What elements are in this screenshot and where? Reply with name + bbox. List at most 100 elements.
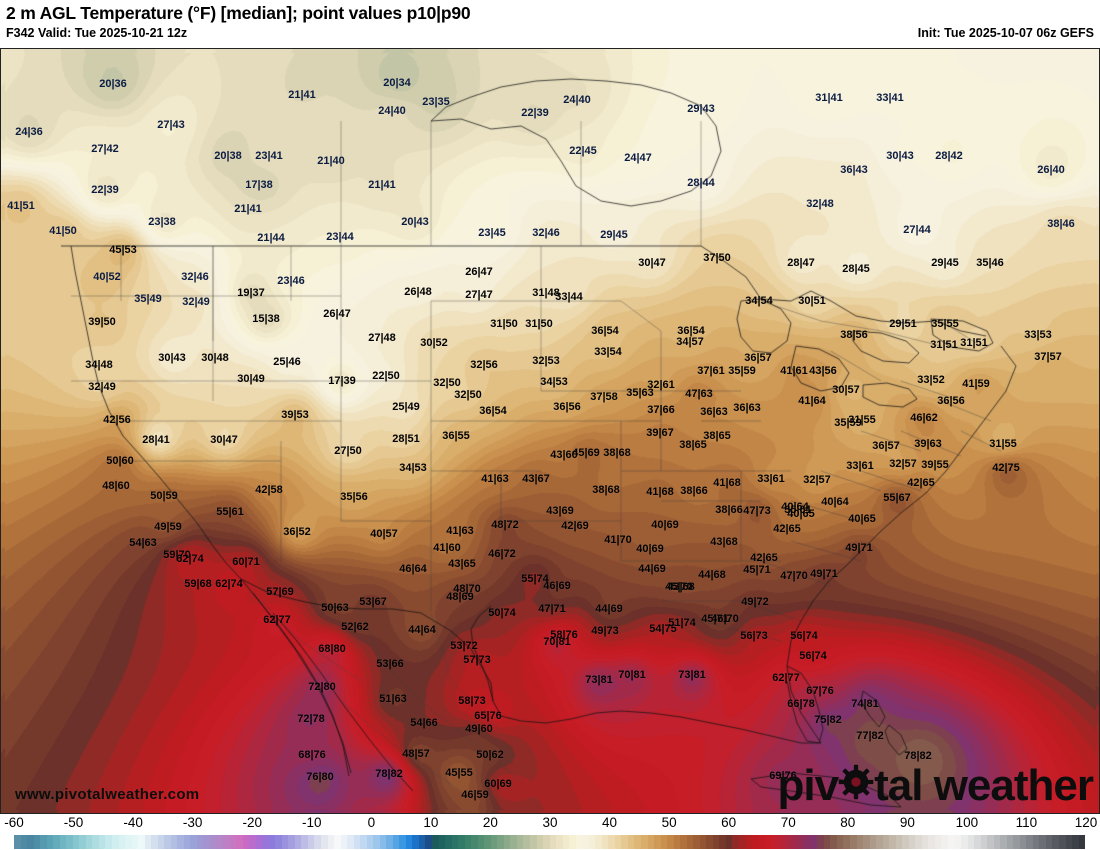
colorbar-cell (1072, 835, 1079, 849)
colorbar-cell (712, 835, 720, 849)
colorbar-cell (353, 835, 361, 849)
colorbar-cell (549, 835, 557, 849)
colorbar-cell (706, 835, 713, 849)
colorbar-cell (20, 835, 28, 849)
colorbar-cell (543, 835, 550, 849)
colorbar-cell (33, 835, 41, 849)
colorbar-cell (203, 835, 210, 849)
colorbar-cell (1013, 835, 1020, 849)
colorbar-cell (451, 835, 459, 849)
colorbar-cell (1045, 835, 1053, 849)
map-viewport[interactable]: 20|36 24|36 27|43 27|42 22|39 41|51 23|38 41|50… (0, 48, 1100, 814)
colorbar-cell (667, 835, 674, 849)
colorbar-cell (745, 835, 753, 849)
colorbar-cell (223, 835, 230, 849)
colorbar-cell (934, 835, 942, 849)
colorbar-cell (418, 835, 426, 849)
colorbar-cell (954, 835, 962, 849)
colorbar-cell (752, 835, 759, 849)
colorbar-cell (196, 835, 204, 849)
colorbar-cell (1026, 835, 1033, 849)
colorbar-cell (229, 835, 237, 849)
colorbar-cell (399, 835, 406, 849)
colorbar-tick-label: 60 (721, 815, 737, 830)
colorbar-cell (621, 835, 628, 849)
colorbar-cell (980, 835, 988, 849)
colorbar-cell (510, 835, 517, 849)
colorbar-tick-label: 80 (840, 815, 856, 830)
colorbar-cell (464, 835, 472, 849)
colorbar-cell (497, 835, 504, 849)
colorbar-cell (699, 835, 707, 849)
colorbar-tick-label: -40 (123, 815, 143, 830)
colorbar-cell (641, 835, 648, 849)
colorbar-cell (1006, 835, 1014, 849)
colorbar-cell (830, 835, 837, 849)
colorbar-cell (366, 835, 374, 849)
colorbar-cell (823, 835, 831, 849)
colorbar-cell (627, 835, 635, 849)
colorbar-cell (471, 835, 478, 849)
colorbar-tick-label: 50 (661, 815, 677, 830)
colorbar-cell (569, 835, 576, 849)
colorbar-cell (262, 835, 269, 849)
colorbar-cell (725, 835, 733, 849)
colorbar-tick-label: 0 (367, 815, 376, 830)
colorbar-cell (529, 835, 537, 849)
colorbar-cell (516, 835, 524, 849)
colorbar-cell (281, 835, 289, 849)
colorbar-cell (138, 835, 145, 849)
colorbar-cell (190, 835, 197, 849)
init-time-label: Init: Tue 2025-10-07 06z GEFS (917, 26, 1094, 40)
colorbar-cell (719, 835, 726, 849)
colorbar-cell (386, 835, 393, 849)
colorbar-cell (1059, 835, 1066, 849)
colorbar-cell (92, 835, 99, 849)
colorbar-cell (438, 835, 446, 849)
colorbar-cell (183, 835, 191, 849)
colorbar-cell (856, 835, 864, 849)
colorbar-cell (1052, 835, 1059, 849)
colorbar-cell (908, 835, 916, 849)
colorbar-cell (941, 835, 948, 849)
colorbar-cell (791, 835, 798, 849)
colorbar-cell (307, 835, 315, 849)
colorbar-cell (921, 835, 929, 849)
colorbar-cell (458, 835, 465, 849)
colorbar-cell (771, 835, 779, 849)
colorbar-cell (810, 835, 818, 849)
colorbar-cell (1000, 835, 1007, 849)
colorbar-cell (1065, 835, 1073, 849)
colorbar-cell (327, 835, 335, 849)
colorbar-cell (804, 835, 811, 849)
colorbar-cell (340, 835, 348, 849)
colorbar-cell (249, 835, 256, 849)
colorbar-cell (432, 835, 439, 849)
colorbar-tick-label: 100 (955, 815, 979, 830)
watermark-url: www.pivotalweather.com (15, 786, 200, 803)
colorbar-cell (151, 835, 158, 849)
watermark-brand: piv (778, 761, 1094, 811)
colorbar-tick-label: 20 (482, 815, 498, 830)
brand-text-right: tal weather (874, 761, 1094, 810)
colorbar-cell (882, 835, 890, 849)
colorbar-tick-label: -20 (242, 815, 262, 830)
colorbar-tick-label: 30 (542, 815, 558, 830)
gear-icon (838, 764, 874, 800)
colorbar-tick-label: 40 (602, 815, 618, 830)
colorbar-cell (614, 835, 622, 849)
colorbar-tick-label: 70 (780, 815, 796, 830)
colorbar-cell (987, 835, 994, 849)
colorbar-cell (46, 835, 54, 849)
colorbar-cell (523, 835, 530, 849)
colorbar-cell (360, 835, 367, 849)
colorbar-cell (967, 835, 975, 849)
colorbar-cell (236, 835, 243, 849)
colorbar-cell (373, 835, 380, 849)
colorbar-cell (98, 835, 106, 849)
colorbar-cell (405, 835, 413, 849)
colorbar-cell (582, 835, 589, 849)
colorbar-cell (536, 835, 544, 849)
colorbar-cell (961, 835, 968, 849)
colorbar-cell (85, 835, 93, 849)
